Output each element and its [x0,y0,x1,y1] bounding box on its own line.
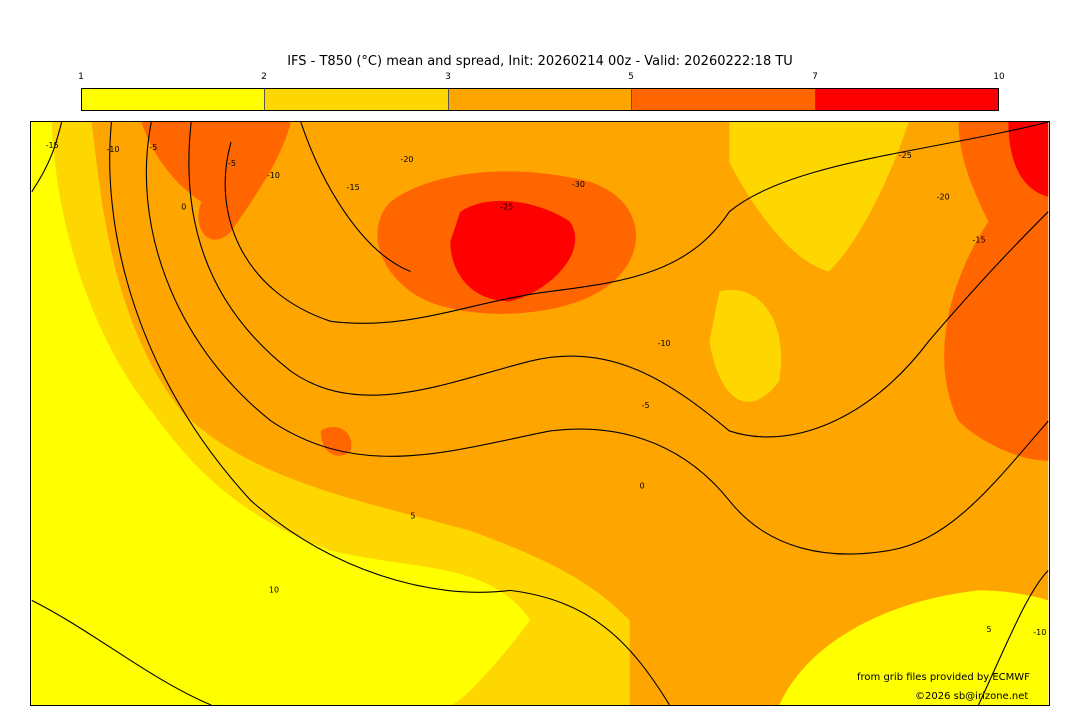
contour-label: 0 [640,482,645,491]
spread-5-7 [944,122,1049,461]
colorbar-segment [265,89,449,110]
colorbar-segment [632,89,816,110]
isotherms [31,122,1049,705]
contour-label: 5 [986,625,991,634]
copyright: ©2026 sb@irizone.net [915,691,1029,702]
contour-label: -15 [46,141,59,150]
spread-7-10 [450,200,576,302]
contour-label: -10 [106,145,119,154]
colorbar-segment [815,89,999,110]
contour-label: -25 [899,151,912,160]
colorbar-tick: 3 [445,72,451,82]
colorbar-tick: 10 [993,72,1005,82]
contour-label: -5 [149,143,157,152]
contour-label: -10 [267,171,280,180]
contour-label: -15 [347,183,360,192]
contour-label: -15 [973,236,986,245]
contour-label: -5 [642,401,650,410]
weather-map: -15 -10 -5 -10 -5 0 -20 -15 -25 -30 -25 … [30,121,1050,706]
colorbar-tick: 1 [78,72,84,82]
contour-label: -20 [400,155,413,164]
contour-labels: -15 -10 -5 -10 -5 0 -20 -15 -25 -30 -25 … [46,141,1047,637]
contour-label: 5 [410,512,415,521]
spread-2-3 [729,122,909,272]
contour-label: 10 [269,585,279,594]
colorbar-tick: 2 [261,72,267,82]
contour-label: -5 [228,159,236,168]
map-title: IFS - T850 (°C) mean and spread, Init: 2… [287,54,793,69]
data-source-credit: from grib files provided by ECMWF [857,672,1030,683]
spread-5-7 [141,122,291,240]
colorbar-segment [82,89,266,110]
spread-2-3 [709,289,782,402]
colorbar-segment [448,89,633,110]
spread-1-2 [779,590,1049,705]
contour-label: -20 [937,193,950,202]
contour-label: -10 [1033,628,1046,637]
colorbar-tick: 5 [628,72,634,82]
contour-label: -30 [572,180,585,189]
spread-7-10 [1008,122,1049,197]
spread-5-7 [320,427,352,456]
spread-1-2 [31,122,531,705]
contour-label: -10 [658,339,671,348]
colorbar-tick: 7 [812,72,818,82]
contour-label: -25 [500,203,513,212]
colorbar [81,88,999,111]
contour-label: 0 [181,203,186,212]
